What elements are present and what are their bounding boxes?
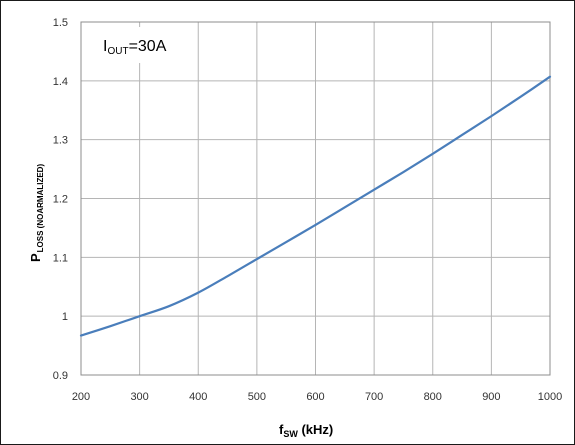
grid-y bbox=[81, 80, 550, 317]
x-tick-label: 400 bbox=[189, 391, 207, 403]
y-tick-label: 1.2 bbox=[53, 194, 68, 206]
x-tick-label: 300 bbox=[130, 391, 148, 403]
y-tick-labels: 0.9 1 1.1 1.2 1.3 1.4 1.5 bbox=[53, 17, 68, 382]
annotation-box bbox=[90, 27, 182, 63]
x-tick-label: 600 bbox=[306, 391, 324, 403]
y-tick-label: 0.9 bbox=[53, 370, 68, 382]
series-line bbox=[79, 75, 552, 337]
x-tick-label: 800 bbox=[424, 391, 442, 403]
y-tick-label: 1.3 bbox=[53, 135, 68, 147]
y-tick-label: 1.1 bbox=[53, 252, 68, 264]
x-tick-label: 1000 bbox=[538, 391, 562, 403]
x-tick-label: 700 bbox=[365, 391, 383, 403]
plot-border bbox=[80, 21, 551, 376]
annotation-label: IOUT=30A bbox=[103, 38, 167, 57]
x-tick-label: 200 bbox=[72, 391, 90, 403]
x-axis-label: fSW (kHz) bbox=[279, 422, 333, 439]
y-tick-label: 1.5 bbox=[53, 17, 68, 29]
x-tick-labels: 200 300 400 500 600 700 800 900 1000 bbox=[72, 391, 562, 403]
x-tick-label: 500 bbox=[248, 391, 266, 403]
y-tick-label: 1 bbox=[62, 311, 68, 323]
y-axis-label: PLOSS (NOARMALIZED) bbox=[28, 164, 45, 262]
y-tick-label: 1.4 bbox=[53, 76, 68, 88]
x-tick-label: 900 bbox=[482, 391, 500, 403]
